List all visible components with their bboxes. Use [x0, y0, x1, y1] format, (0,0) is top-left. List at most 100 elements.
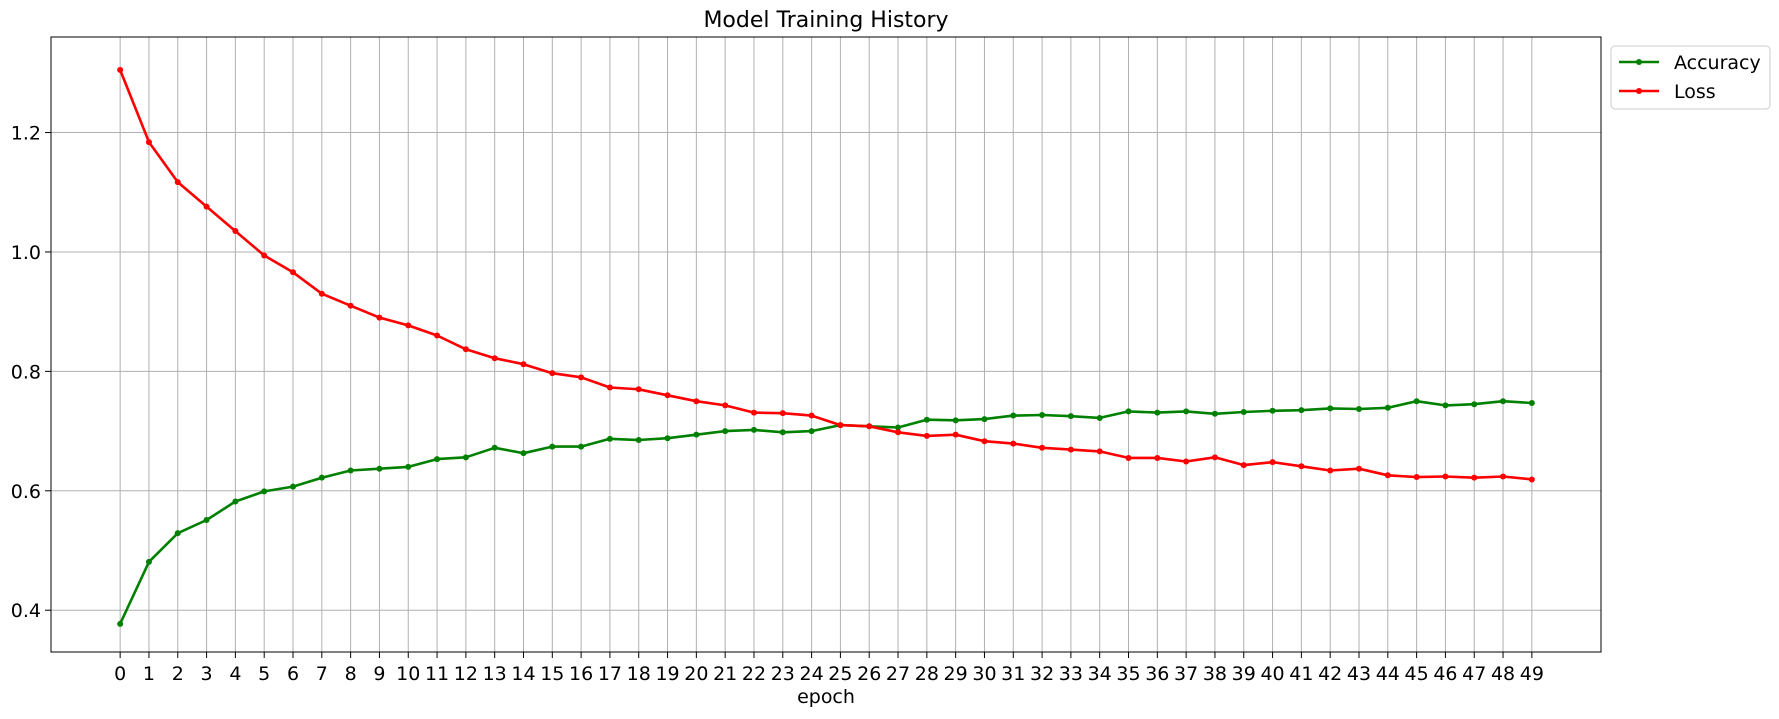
legend-label-accuracy: Accuracy: [1674, 52, 1761, 74]
accuracy-point: [1010, 412, 1017, 419]
loss-point: [145, 139, 152, 146]
loss-point: [1269, 459, 1276, 466]
loss-point: [635, 386, 642, 393]
accuracy-point: [1298, 407, 1305, 414]
x-tick-label: 10: [396, 663, 420, 685]
x-tick-label: 9: [373, 663, 385, 685]
y-axis: 0.4 0.6 0.8 1.0 1.2: [11, 123, 51, 622]
accuracy-point: [1039, 411, 1046, 418]
accuracy-point: [203, 517, 210, 524]
loss-point: [578, 374, 585, 381]
loss-point: [1096, 448, 1103, 455]
loss-point: [664, 392, 671, 399]
x-tick-label: 4: [229, 663, 241, 685]
loss-point: [1183, 458, 1190, 465]
loss-point: [981, 438, 988, 445]
chart-title: Model Training History: [703, 8, 948, 33]
x-tick-label: 17: [598, 663, 622, 685]
accuracy-point: [606, 435, 613, 442]
accuracy-point: [722, 428, 729, 435]
accuracy-point: [549, 443, 556, 450]
loss-point: [347, 302, 354, 309]
loss-point: [1413, 474, 1420, 481]
accuracy-point: [578, 443, 585, 450]
accuracy-point: [1500, 398, 1507, 405]
x-tick-label: 21: [713, 663, 737, 685]
x-tick-label: 49: [1520, 663, 1544, 685]
x-tick-label: 33: [1059, 663, 1083, 685]
accuracy-point: [318, 474, 325, 481]
loss-point: [923, 432, 930, 439]
accuracy-point: [1183, 408, 1190, 415]
legend-marker-loss: [1636, 88, 1642, 94]
x-tick-label: 36: [1145, 663, 1169, 685]
accuracy-point: [1327, 405, 1334, 412]
loss-point: [1154, 454, 1161, 461]
accuracy-point: [1240, 408, 1247, 415]
accuracy-point: [376, 465, 383, 472]
loss-point: [895, 429, 902, 436]
x-axis: 0 1 2 3 4 5 6 7 8 9 10 11 12 13 14 15 16 17 18 19 20 21 22 23 24…: [114, 652, 1544, 685]
x-tick-label: 42: [1318, 663, 1342, 685]
accuracy-point: [1154, 409, 1161, 416]
x-tick-label: 38: [1203, 663, 1227, 685]
accuracy-point: [895, 424, 902, 431]
x-tick-label: 43: [1347, 663, 1371, 685]
loss-point: [722, 402, 729, 409]
x-tick-label: 24: [800, 663, 824, 685]
loss-point: [693, 398, 700, 405]
loss-point: [1240, 462, 1247, 469]
loss-point: [837, 422, 844, 429]
x-tick-label: 11: [425, 663, 449, 685]
x-tick-label: 15: [540, 663, 564, 685]
x-tick-label: 8: [345, 663, 357, 685]
accuracy-point: [117, 620, 124, 627]
legend-marker-accuracy: [1636, 59, 1642, 65]
loss-point: [203, 203, 210, 210]
legend-item-accuracy: Accuracy: [1619, 52, 1761, 74]
loss-point: [1528, 476, 1535, 483]
loss-point: [232, 228, 239, 235]
legend: Accuracy Loss: [1610, 45, 1771, 110]
x-axis-label: epoch: [797, 686, 855, 708]
accuracy-point: [1528, 400, 1535, 407]
y-tick-label: 1.0: [11, 242, 41, 264]
loss-point: [261, 252, 268, 259]
loss-point: [1067, 446, 1074, 453]
x-tick-label: 23: [771, 663, 795, 685]
x-tick-label: 32: [1030, 663, 1054, 685]
x-tick-label: 19: [655, 663, 679, 685]
accuracy-point: [1269, 407, 1276, 414]
x-tick-label: 41: [1289, 663, 1313, 685]
loss-point: [174, 179, 181, 186]
x-tick-label: 30: [972, 663, 996, 685]
series-layer: [117, 66, 1535, 627]
accuracy-point: [462, 454, 469, 461]
loss-point: [491, 355, 498, 362]
x-tick-label: 29: [944, 663, 968, 685]
accuracy-series: [117, 398, 1535, 627]
accuracy-point: [1125, 408, 1132, 415]
accuracy-point: [491, 444, 498, 451]
y-tick-label: 1.2: [11, 123, 41, 145]
x-tick-label: 40: [1260, 663, 1284, 685]
accuracy-point: [261, 488, 268, 495]
x-tick-label: 39: [1232, 663, 1256, 685]
accuracy-point: [1413, 398, 1420, 405]
accuracy-point: [923, 416, 930, 423]
plot-area-frame: [50, 36, 1602, 653]
y-tick-label: 0.6: [11, 481, 41, 503]
loss-line: [118, 69, 1533, 481]
loss-point: [750, 409, 757, 416]
accuracy-point: [232, 498, 239, 505]
loss-series: [117, 66, 1535, 483]
accuracy-point: [693, 431, 700, 438]
loss-point: [1039, 444, 1046, 451]
x-tick-label: 37: [1174, 663, 1198, 685]
loss-point: [1010, 440, 1017, 447]
accuracy-point: [145, 558, 152, 565]
loss-point: [1355, 465, 1362, 472]
loss-point: [1500, 473, 1507, 480]
accuracy-point: [347, 467, 354, 474]
